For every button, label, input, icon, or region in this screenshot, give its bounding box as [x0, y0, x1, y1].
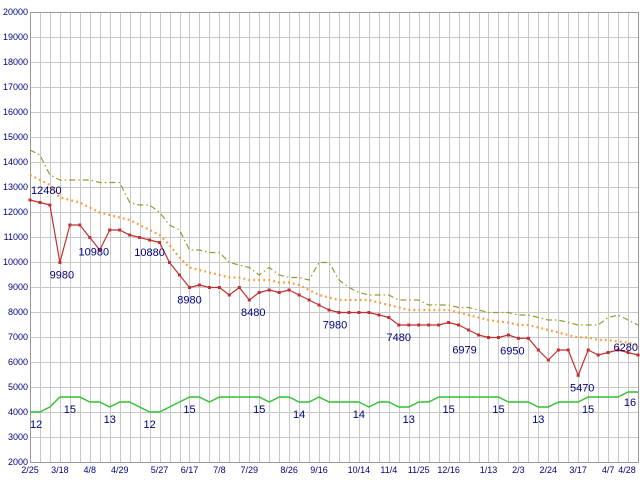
svg-text:12480: 12480: [31, 185, 62, 197]
svg-text:12: 12: [143, 419, 155, 431]
svg-text:15: 15: [253, 404, 265, 416]
svg-text:20000: 20000: [3, 7, 28, 17]
svg-text:10880: 10880: [134, 247, 165, 259]
svg-text:13: 13: [532, 414, 544, 426]
svg-text:17000: 17000: [3, 82, 28, 92]
svg-text:16: 16: [624, 397, 636, 409]
svg-text:8480: 8480: [241, 307, 265, 319]
svg-text:3/17: 3/17: [569, 465, 587, 475]
svg-text:11/4: 11/4: [380, 465, 397, 475]
svg-text:6/17: 6/17: [181, 465, 199, 475]
svg-text:7/8: 7/8: [213, 465, 226, 475]
svg-text:7480: 7480: [387, 332, 411, 344]
svg-text:14: 14: [353, 409, 365, 421]
svg-text:5000: 5000: [8, 382, 28, 392]
y-axis-labels: 20000 19000 18000 17000 16000 15000 14000 13000…: [3, 7, 28, 467]
svg-text:4000: 4000: [8, 407, 28, 417]
store-count-line: [30, 391, 638, 413]
svg-text:3000: 3000: [8, 432, 28, 442]
highest-price-line: [29, 149, 639, 326]
svg-text:9000: 9000: [8, 282, 28, 292]
svg-text:15: 15: [582, 404, 594, 416]
svg-text:3/18: 3/18: [51, 465, 69, 475]
svg-text:2000: 2000: [8, 457, 28, 467]
svg-text:6979: 6979: [452, 345, 476, 357]
svg-text:13000: 13000: [3, 182, 28, 192]
svg-text:4/29: 4/29: [111, 465, 129, 475]
svg-text:14000: 14000: [3, 157, 28, 167]
svg-text:10/14: 10/14: [348, 465, 371, 475]
svg-text:6280: 6280: [614, 342, 638, 354]
svg-text:4/28: 4/28: [618, 465, 636, 475]
svg-text:15: 15: [64, 404, 76, 416]
store-count-annotations: 12 15 13 12 15 15 14 14 13 15 15 13 15 16: [30, 397, 636, 431]
svg-text:13: 13: [403, 414, 415, 426]
svg-text:2/3: 2/3: [512, 465, 525, 475]
svg-text:8000: 8000: [8, 307, 28, 317]
svg-text:18000: 18000: [3, 57, 28, 67]
svg-text:2/25: 2/25: [21, 465, 39, 475]
svg-text:11000: 11000: [4, 232, 28, 242]
svg-text:9980: 9980: [50, 270, 74, 282]
svg-text:12: 12: [30, 419, 42, 431]
svg-text:6950: 6950: [500, 345, 524, 357]
average-price-line: [29, 174, 639, 347]
svg-text:16000: 16000: [3, 107, 28, 117]
svg-text:7980: 7980: [323, 320, 347, 332]
svg-text:5/27: 5/27: [151, 465, 169, 475]
svg-text:15: 15: [442, 404, 454, 416]
svg-text:4/7: 4/7: [602, 465, 615, 475]
svg-text:8/26: 8/26: [280, 465, 298, 475]
svg-text:13: 13: [104, 414, 116, 426]
x-axis-labels: 2/25 3/18 4/8 4/29 5/27 6/17 7/8 7/29 8/26 9/16 10…: [21, 465, 636, 475]
svg-text:11/25: 11/25: [408, 465, 430, 475]
svg-text:12/16: 12/16: [437, 465, 460, 475]
svg-text:7000: 7000: [8, 332, 28, 342]
lowest-price-line: [28, 198, 640, 377]
svg-text:15: 15: [492, 404, 504, 416]
svg-text:19000: 19000: [3, 32, 28, 42]
svg-text:6000: 6000: [8, 357, 28, 367]
svg-text:15000: 15000: [3, 132, 28, 142]
svg-text:8980: 8980: [177, 295, 201, 307]
svg-text:12000: 12000: [3, 207, 28, 217]
svg-text:5470: 5470: [570, 382, 594, 394]
svg-text:9/16: 9/16: [310, 465, 328, 475]
svg-text:1/13: 1/13: [480, 465, 498, 475]
plot-border: [30, 12, 639, 463]
svg-text:10980: 10980: [79, 247, 110, 259]
svg-text:10000: 10000: [3, 257, 28, 267]
svg-text:7/29: 7/29: [241, 465, 259, 475]
svg-text:14: 14: [293, 409, 305, 421]
svg-text:4/8: 4/8: [84, 465, 97, 475]
price-annotations: 12480 9980 10980 10880 8980 8480 7980 7480 6979 6…: [31, 185, 638, 394]
svg-text:2/24: 2/24: [540, 465, 558, 475]
svg-text:15: 15: [183, 404, 195, 416]
